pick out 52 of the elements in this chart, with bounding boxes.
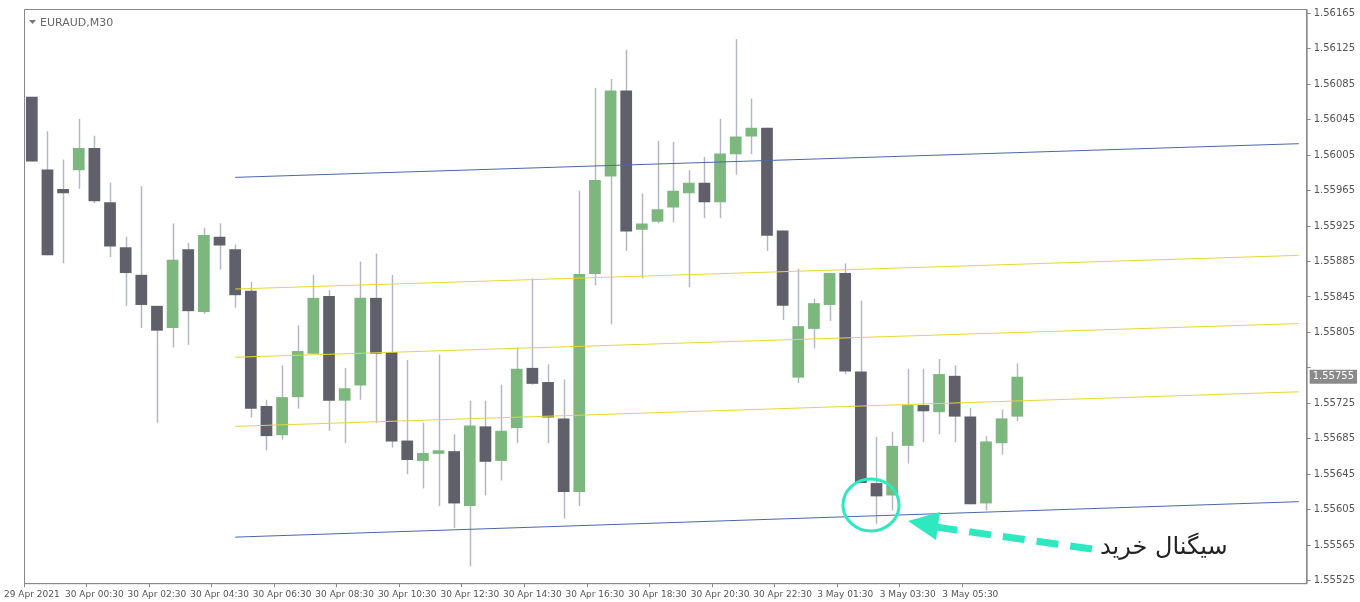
- x-tick-label: 30 Apr 12:30: [440, 588, 500, 599]
- y-tick-label: 1.55805: [1313, 326, 1356, 338]
- candlestick: [682, 169, 695, 288]
- candlestick: [917, 368, 930, 444]
- text: 1.55755: [1312, 370, 1355, 382]
- candlestick: [636, 192, 648, 280]
- x-tick-label: 30 Apr 04:30: [190, 588, 250, 599]
- candlestick: [745, 97, 758, 156]
- y-tick-label: 1.56165: [1313, 7, 1356, 19]
- x-tick-label: 3 May 05:30: [942, 588, 999, 599]
- y-tick-label: 1.55565: [1313, 538, 1356, 550]
- y-tick-label: 1.55885: [1313, 255, 1356, 267]
- x-tick-label: 3 May 03:30: [879, 588, 937, 599]
- y-tick-label: 1.55965: [1313, 184, 1356, 196]
- candlestick: [417, 422, 429, 490]
- candlestick: [698, 156, 711, 219]
- y-tick-label: 1.55725: [1313, 396, 1356, 408]
- candlestick: [338, 367, 351, 444]
- y-tick-label: 1.56005: [1313, 148, 1356, 160]
- x-tick-label: 30 Apr 00:30: [65, 588, 124, 599]
- x-tick-label: 29 Apr 2021: [3, 588, 60, 599]
- x-tick-label: 30 Apr 08:30: [315, 588, 375, 599]
- y-tick-label: 1.56045: [1313, 113, 1356, 125]
- x-tick-label: 30 Apr 16:30: [565, 588, 625, 599]
- y-tick-label: 1.56125: [1313, 42, 1356, 54]
- y-tick-label: 1.55685: [1313, 432, 1356, 444]
- x-tick-label: 30 Apr 22:30: [753, 588, 813, 599]
- candlestick: [401, 359, 414, 475]
- x-tick-label: 30 Apr 02:30: [127, 588, 187, 599]
- x-tick-label: 30 Apr 18:30: [628, 588, 688, 599]
- candlestick: [213, 222, 226, 271]
- x-tick-label: 30 Apr 10:30: [377, 588, 437, 599]
- candlestick: [72, 118, 85, 190]
- y-tick-label: 1.55925: [1313, 219, 1356, 231]
- y-tick-label: 1.56085: [1313, 77, 1356, 89]
- candlestick: [526, 277, 539, 386]
- text: EURAUD,M30: [40, 16, 114, 29]
- candlestick: [729, 38, 742, 176]
- y-tick-label: 1.55525: [1313, 574, 1356, 586]
- x-tick-label: 3 May 01:30: [817, 588, 874, 599]
- x-tick-label: 30 Apr 06:30: [252, 588, 312, 599]
- candlestick: [667, 141, 680, 224]
- candlestick: [651, 140, 664, 225]
- candlestick: [57, 158, 69, 265]
- x-tick-label: 30 Apr 14:30: [503, 588, 562, 599]
- y-tick-label: 1.55645: [1313, 467, 1356, 479]
- x-tick-label: 30 Apr 20:30: [690, 588, 750, 599]
- candlestick: [432, 353, 445, 507]
- y-tick-label: 1.55605: [1313, 503, 1356, 515]
- candlestick: [870, 436, 883, 525]
- annotation: سیگنال خرید: [1100, 532, 1228, 560]
- y-tick-label: 1.55845: [1313, 290, 1356, 302]
